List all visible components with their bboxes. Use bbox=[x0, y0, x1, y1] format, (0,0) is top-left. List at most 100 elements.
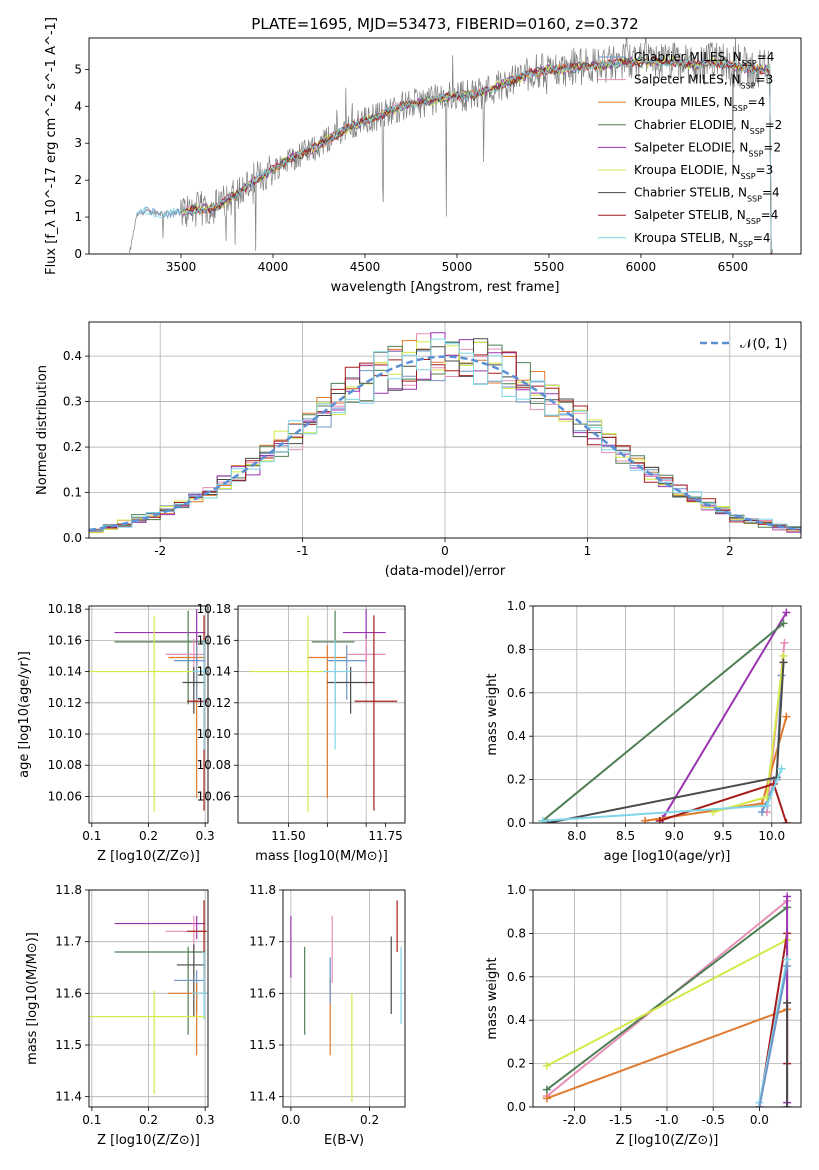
y-tick-label: 2 bbox=[74, 173, 82, 187]
x-tick-label: 0.1 bbox=[82, 829, 101, 843]
x-tick-label: 0 bbox=[441, 544, 449, 558]
y-tick-label: 10.06 bbox=[48, 789, 82, 803]
marker-salpeter_elodie bbox=[783, 892, 792, 901]
x-axis-label: age [log10(age/yr)] bbox=[604, 849, 731, 864]
x-tick-label: 0.2 bbox=[139, 1113, 158, 1127]
legend-label: Salpeter ELODIE, NSSP=2 bbox=[634, 140, 781, 158]
x-tick-label: 9.5 bbox=[713, 829, 732, 843]
legend-label: Kroupa ELODIE, NSSP=3 bbox=[634, 163, 773, 181]
marker-chabrier_stelib bbox=[783, 998, 792, 1007]
y-axis-label: mass weight bbox=[485, 673, 500, 755]
x-tick-label: 6500 bbox=[718, 260, 749, 274]
marker-kroupa_stelib bbox=[538, 816, 547, 823]
marker-kroupa_miles bbox=[782, 712, 791, 721]
y-tick-label: 11.7 bbox=[249, 935, 276, 949]
y-tick-label: 11.8 bbox=[55, 883, 82, 897]
marker-chabrier_elodie bbox=[542, 1085, 551, 1094]
plot-area-spectrum bbox=[129, 38, 774, 254]
plot-area-mass_vs_Z bbox=[89, 900, 207, 1095]
axes-frame bbox=[237, 605, 406, 824]
histogram-chabrier_stelib bbox=[89, 338, 801, 531]
legend-label: Chabrier ELODIE, NSSP=2 bbox=[634, 118, 782, 136]
axes-frame bbox=[88, 37, 802, 255]
marker-kroupa_stelib bbox=[777, 764, 786, 773]
x-tick-label: -1 bbox=[297, 544, 309, 558]
y-tick-label: 11.5 bbox=[249, 1038, 276, 1052]
y-tick-label: 10.08 bbox=[197, 758, 231, 772]
legend-label: Salpeter STELIB, NSSP=4 bbox=[634, 208, 778, 226]
y-tick-label: 11.7 bbox=[55, 935, 82, 949]
x-tick-label: -0.5 bbox=[701, 1113, 724, 1127]
y-tick-label: 10.14 bbox=[197, 665, 231, 679]
y-tick-label: 0.4 bbox=[507, 1013, 526, 1027]
marker-chabrier_stelib bbox=[783, 1103, 792, 1107]
legend-label: Salpeter MILES, NSSP=3 bbox=[634, 73, 773, 91]
x-tick-label: 0.1 bbox=[82, 1113, 101, 1127]
y-tick-label: 10.16 bbox=[197, 633, 231, 647]
y-tick-label: 1.0 bbox=[507, 599, 526, 613]
x-tick-label: -1.5 bbox=[609, 1113, 632, 1127]
y-tick-label: 11.4 bbox=[249, 1090, 276, 1104]
marker-chabrier_stelib bbox=[779, 658, 788, 667]
y-tick-label: 0.1 bbox=[63, 486, 82, 500]
line-chabrier_stelib bbox=[547, 662, 785, 823]
spectrum-legend: Chabrier MILES, NSSP=4 Salpeter MILES, NS… bbox=[598, 50, 782, 248]
marker-kroupa_elodie bbox=[542, 1061, 551, 1070]
normal-curve bbox=[89, 355, 801, 532]
x-tick-label: 6000 bbox=[626, 260, 657, 274]
y-tick-label: 0.0 bbox=[507, 1100, 526, 1114]
plot-area-age_vs_Z bbox=[89, 609, 207, 813]
panel-residuals: -2 -1 0 1 2 0.0 0.1 0.2 0.3 0.4 (data-model)/error… bbox=[35, 321, 802, 579]
model-line-kroupa_stelib bbox=[136, 58, 774, 254]
line-chabrier_miles bbox=[758, 965, 789, 1107]
panel-massweight_vs_Z: -2.0 -1.5 -1.0 -0.5 0.0 0.0 0.2 0.4 0.6 0.8 1.0 Z [… bbox=[485, 883, 802, 1148]
marker-salpeter_stelib bbox=[782, 819, 791, 823]
x-tick-label: 4500 bbox=[350, 260, 381, 274]
marker-kroupa_miles bbox=[641, 816, 650, 823]
line-salpeter_elodie bbox=[661, 611, 788, 820]
y-tick-label: 0.8 bbox=[507, 926, 526, 940]
x-tick-label: 4000 bbox=[258, 260, 289, 274]
x-tick-label: 5000 bbox=[442, 260, 473, 274]
y-tick-label: 10.12 bbox=[48, 696, 82, 710]
x-tick-label: 0.0 bbox=[750, 1113, 769, 1127]
x-tick-label: 8.0 bbox=[567, 829, 586, 843]
marker-chabrier_miles bbox=[783, 961, 792, 970]
x-axis-label: Z [log10(Z/Z⊙)] bbox=[616, 1133, 719, 1148]
legend-label: Chabrier MILES, NSSP=4 bbox=[634, 50, 774, 68]
y-tick-label: 1 bbox=[74, 210, 82, 224]
model-line-chabrier_miles bbox=[136, 56, 773, 254]
y-tick-label: 11.5 bbox=[55, 1038, 82, 1052]
plot-area-mass_vs_ebv bbox=[290, 900, 402, 1102]
plot-area-residuals bbox=[89, 332, 801, 534]
x-tick-label: -2 bbox=[154, 544, 166, 558]
x-axis-label: wavelength [Angstrom, rest frame] bbox=[331, 280, 560, 295]
line-kroupa_elodie bbox=[546, 939, 788, 1067]
x-tick-label: 1 bbox=[584, 544, 592, 558]
y-tick-label: 0.6 bbox=[507, 970, 526, 984]
y-tick-label: 10.18 bbox=[197, 602, 231, 616]
x-tick-label: 3500 bbox=[166, 260, 197, 274]
marker-chabrier_miles bbox=[755, 1103, 764, 1107]
y-tick-label: 0.0 bbox=[63, 531, 82, 545]
marker-chabrier_miles bbox=[758, 808, 767, 817]
x-tick-label: -1.0 bbox=[655, 1113, 678, 1127]
panel-spectrum: 3500 4000 4500 5000 5500 6000 6500 0 1 2 3 4 5 wavele… bbox=[44, 17, 802, 295]
legend-label: 𝒩(0, 1) bbox=[740, 337, 787, 352]
y-tick-label: 0.2 bbox=[63, 440, 82, 454]
y-tick-label: 10.12 bbox=[197, 696, 231, 710]
y-tick-label: 0.6 bbox=[507, 686, 526, 700]
plot-area-massweight_vs_age bbox=[538, 608, 791, 823]
x-tick-label: 10.0 bbox=[758, 829, 785, 843]
x-tick-label: 8.5 bbox=[616, 829, 635, 843]
figure-title: PLATE=1695, MJD=53473, FIBERID=0160, z=0… bbox=[251, 15, 638, 33]
marker-kroupa_miles bbox=[542, 1094, 551, 1103]
panel-age_vs_mass: 11.50 10.06 10.08 10.10 10.12 10.14 10.16 10.18… bbox=[197, 602, 406, 864]
axes-frame bbox=[282, 889, 406, 1108]
y-tick-label: 0.4 bbox=[63, 349, 82, 363]
y-tick-label: 0.4 bbox=[507, 729, 526, 743]
y-tick-label: 10.16 bbox=[48, 633, 82, 647]
y-tick-label: 10.10 bbox=[197, 727, 231, 741]
x-tick-label: -2.0 bbox=[563, 1113, 586, 1127]
